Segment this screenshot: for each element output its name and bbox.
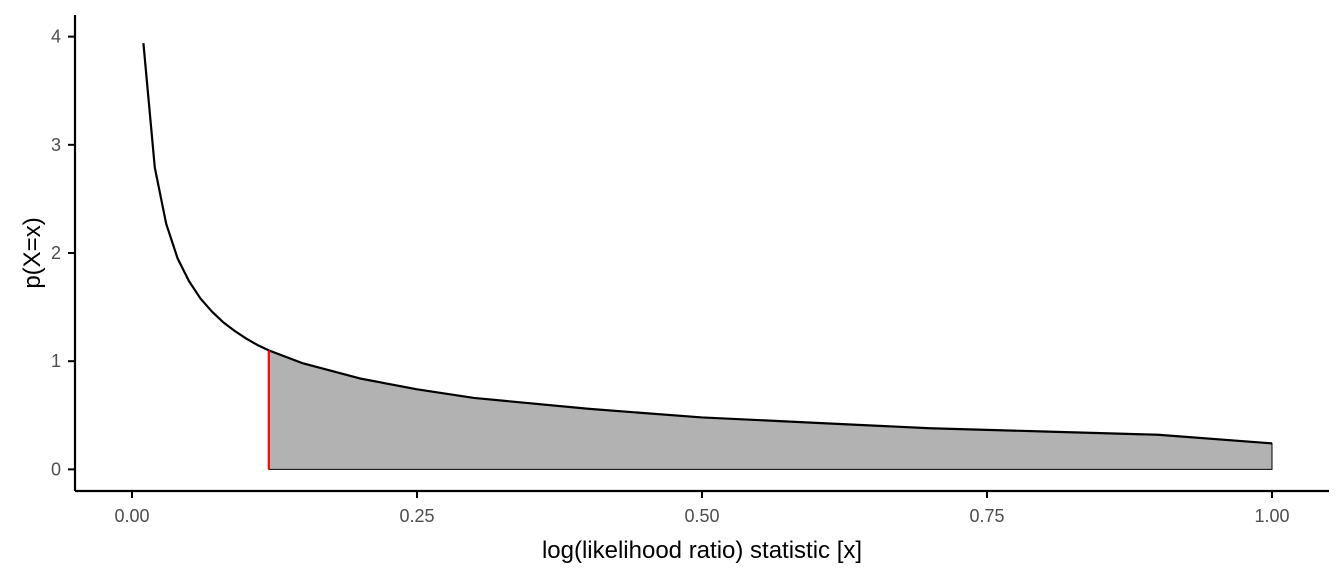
y-ticks: 0 1 2 3 4 (51, 27, 75, 479)
shaded-tail-area (268, 349, 1273, 470)
y-tick-label: 2 (51, 243, 61, 263)
plot-area (142, 43, 1273, 470)
x-ticks: 0.00 0.25 0.50 0.75 1.00 (114, 491, 1290, 526)
x-tick-label: 0.75 (969, 506, 1004, 526)
x-tick-label: 0.00 (114, 506, 149, 526)
x-tick-label: 0.25 (399, 506, 434, 526)
y-tick-label: 4 (51, 27, 61, 47)
x-axis-title: log(likelihood ratio) statistic [x] (542, 537, 862, 564)
density-curve (142, 43, 1273, 445)
x-tick-label: 1.00 (1254, 506, 1289, 526)
x-tick-label: 0.50 (684, 506, 719, 526)
y-tick-label: 1 (51, 351, 61, 371)
axes: 0.00 0.25 0.50 0.75 1.00 0 1 2 3 4 (51, 15, 1329, 526)
y-tick-label: 0 (51, 459, 61, 479)
y-axis-title: p(X=x) (19, 217, 46, 288)
y-tick-label: 3 (51, 135, 61, 155)
